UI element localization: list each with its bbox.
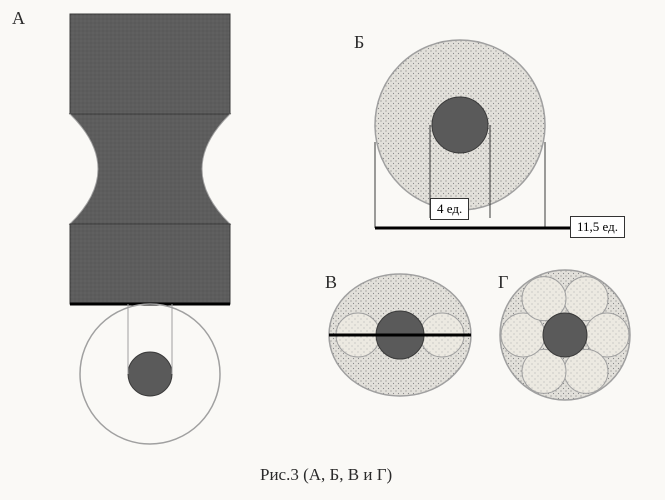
panel-a xyxy=(70,14,230,444)
diagram-canvas xyxy=(0,0,665,500)
panel-v xyxy=(329,274,471,396)
measure-inner: 4 ед. xyxy=(430,198,469,220)
panel-g xyxy=(500,270,630,400)
panel-b xyxy=(375,40,575,228)
measure-outer: 11,5 ед. xyxy=(570,216,625,238)
